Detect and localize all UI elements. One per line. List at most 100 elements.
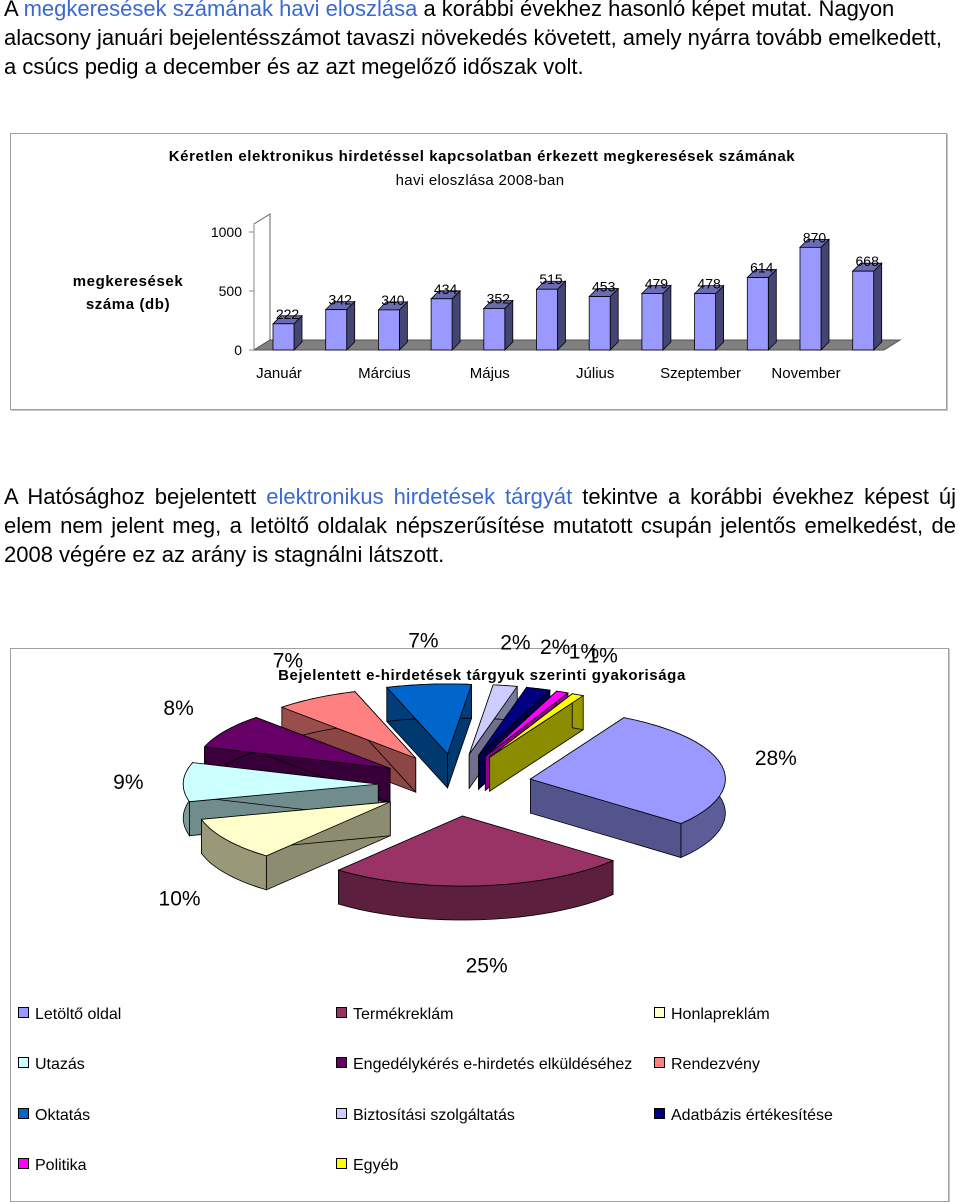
bar-value-label: 515 — [539, 271, 563, 287]
legend-swatch — [336, 1057, 347, 1068]
pie-slice — [478, 687, 551, 756]
legend-label: Honlapreklám — [671, 1006, 770, 1023]
pie-value-label: 8% — [163, 697, 193, 720]
pie-value-label: 2% — [540, 636, 570, 659]
pie-value-label: 2% — [500, 631, 530, 654]
legend-item: Termékreklám — [336, 1006, 453, 1024]
bar-value-label: 870 — [803, 229, 827, 245]
legend-swatch — [654, 1108, 665, 1119]
bar-value-label: 668 — [856, 253, 880, 269]
y-tick-label: 1000 — [211, 224, 242, 240]
pie-value-label: 7% — [273, 649, 303, 672]
pie-slice — [203, 717, 391, 769]
bar-value-label: 434 — [434, 281, 458, 297]
pie-value-label: 1% — [569, 641, 599, 664]
subject-paragraph: A Hatósághoz bejelentett elektronikus hi… — [4, 482, 956, 569]
x-tick-label: Szeptember — [660, 365, 741, 382]
pie-slice — [280, 691, 417, 759]
paragraph-link[interactable]: elektronikus hirdetések tárgyát — [266, 484, 573, 509]
bar-chart-svg: Kéretlen elektronikus hirdetéssel kapcso… — [73, 148, 902, 382]
legend-swatch — [336, 1007, 347, 1018]
bar-value-label: 614 — [750, 260, 774, 276]
legend-item: Egyéb — [336, 1157, 398, 1175]
legend-swatch — [654, 1007, 665, 1018]
bar — [588, 296, 611, 351]
legend-label: Termékreklám — [353, 1006, 454, 1023]
pie-slice — [529, 717, 726, 824]
pie-value-label: 7% — [408, 629, 438, 652]
legend-item: Adatbázis értékesítése — [654, 1107, 833, 1125]
y-axis-label: megkeresések — [73, 273, 184, 290]
x-tick-label: November — [771, 365, 840, 382]
y-axis-label: száma (db) — [86, 296, 170, 313]
monthly-bar-chart — [10, 133, 947, 410]
legend-item: Honlapreklám — [654, 1006, 770, 1024]
bar-value-label: 453 — [592, 279, 616, 295]
bar-value-label: 342 — [329, 292, 353, 308]
y-tick-label: 500 — [219, 283, 243, 299]
pie-slice — [200, 801, 391, 857]
bar-value-label: 340 — [381, 292, 405, 308]
chart-title: Kéretlen elektronikus hirdetéssel kapcso… — [169, 148, 796, 165]
pie-slice — [485, 690, 569, 757]
x-tick-label: Március — [358, 365, 411, 382]
bar — [852, 270, 875, 351]
legend-swatch — [336, 1158, 347, 1169]
bar — [746, 277, 769, 351]
legend-label: Biztosítási szolgáltatás — [353, 1107, 515, 1124]
pie-slice — [489, 693, 585, 758]
legend-label: Rendezvény — [671, 1056, 760, 1073]
pie-value-label: 1% — [587, 645, 617, 668]
pie-slice — [182, 762, 379, 803]
legend-label: Oktatás — [35, 1107, 91, 1124]
pie-value-label: 25% — [466, 955, 508, 978]
legend-item: Rendezvény — [654, 1056, 760, 1074]
pie-slice — [337, 815, 615, 887]
pie-value-label: 28% — [755, 747, 797, 770]
bar — [272, 323, 295, 351]
legend-label: Adatbázis értékesítése — [671, 1107, 833, 1124]
paragraph-text: A Hatósághoz bejelentett — [4, 484, 267, 509]
paragraph-link[interactable]: megkeresések számának havi eloszlása — [23, 0, 418, 21]
legend-swatch — [18, 1108, 29, 1119]
bar-value-label: 478 — [697, 276, 721, 292]
legend-item: Letöltő oldal — [18, 1006, 121, 1024]
legend-swatch — [18, 1158, 29, 1169]
bar-value-label: 479 — [645, 275, 669, 291]
chart-floor — [252, 339, 902, 351]
x-tick-label: Július — [576, 365, 614, 382]
legend-swatch — [18, 1057, 29, 1068]
chart-title: Bejelentett e-hirdetések tárgyuk szerint… — [278, 667, 686, 684]
legend-item: Oktatás — [18, 1107, 90, 1125]
legend-label: Egyéb — [353, 1157, 399, 1174]
legend-swatch — [18, 1007, 29, 1018]
chart-subtitle: havi eloszlása 2008-ban — [396, 172, 565, 189]
legend-item: Biztosítási szolgáltatás — [336, 1107, 515, 1125]
legend-item: Politika — [18, 1157, 87, 1175]
bar — [694, 293, 716, 351]
intro-paragraph: A megkeresések számának havi eloszlása a… — [4, 0, 956, 81]
legend-label: Politika — [35, 1157, 87, 1174]
legend-item: Utazás — [18, 1056, 85, 1074]
paragraph-text: A — [4, 0, 24, 21]
bar — [325, 309, 348, 351]
legend-item: Engedélykérés e-hirdetés elküldéséhez — [336, 1056, 632, 1074]
legend-swatch — [654, 1057, 665, 1068]
x-tick-label: Május — [470, 365, 510, 382]
bar — [377, 309, 400, 351]
bar — [483, 308, 506, 351]
legend-label: Letöltő oldal — [35, 1006, 122, 1023]
legend-label: Engedélykérés e-hirdetés elküldéséhez — [353, 1056, 633, 1073]
pie-value-label: 9% — [113, 771, 143, 794]
bar — [536, 288, 558, 351]
paragraph-text: a korábbi évekhez hasonló képet mutat. N… — [4, 0, 942, 79]
bar — [430, 298, 453, 351]
pie-value-label: 10% — [159, 888, 201, 911]
bar-value-label: 222 — [276, 306, 300, 322]
y-tick-label: 0 — [234, 342, 242, 358]
bar — [799, 246, 822, 351]
bar — [641, 293, 664, 351]
pie-slice — [385, 683, 473, 755]
legend-swatch — [336, 1108, 347, 1119]
